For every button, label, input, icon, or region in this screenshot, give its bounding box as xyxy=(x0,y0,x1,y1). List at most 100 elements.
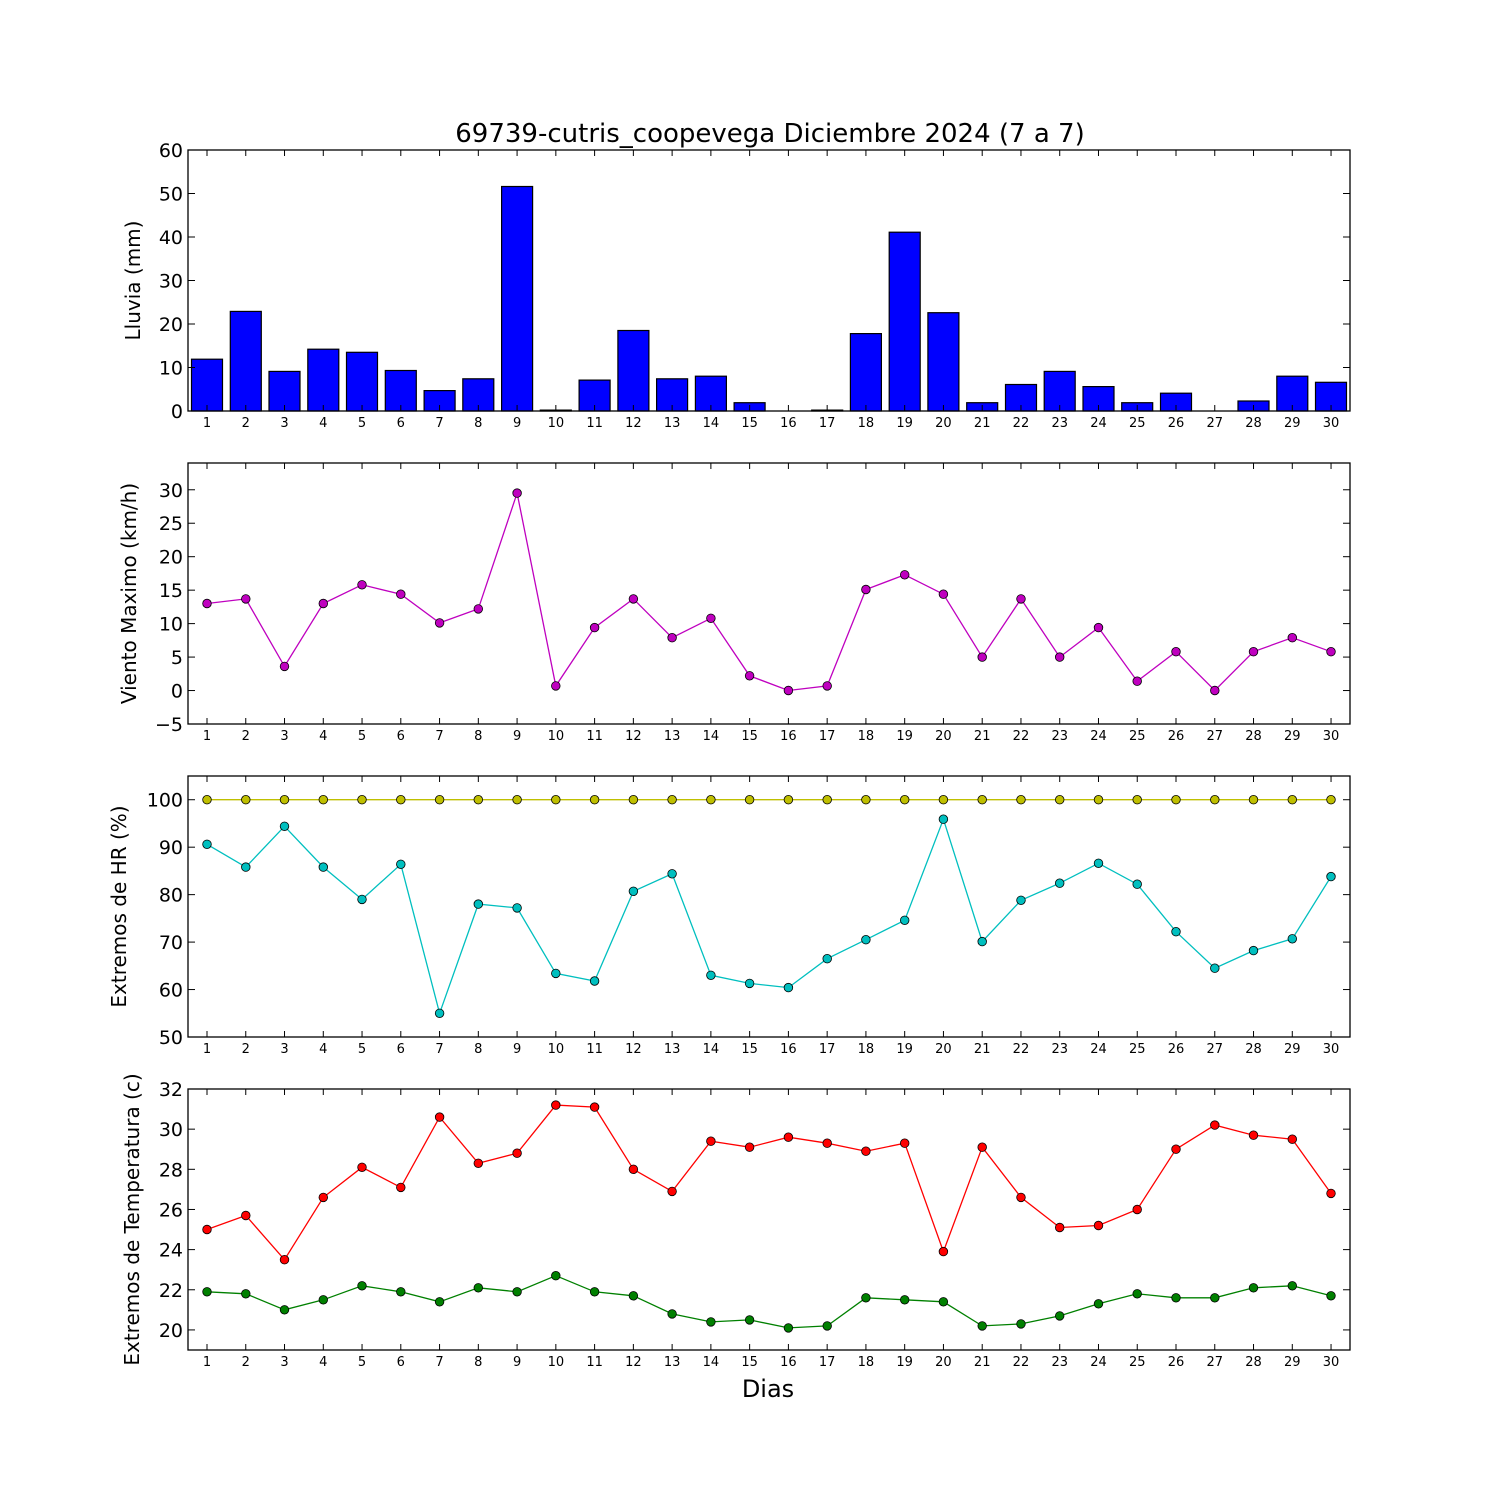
point-day-17 xyxy=(822,954,832,964)
x-tick-label: 19 xyxy=(896,1355,913,1370)
x-tick-label: 20 xyxy=(935,1042,952,1057)
x-tick-label: 25 xyxy=(1129,729,1146,744)
point-day-10 xyxy=(551,1270,561,1281)
point-day-1 xyxy=(202,795,212,805)
point-day-13 xyxy=(667,633,677,643)
x-tick-label: 21 xyxy=(974,416,991,431)
x-axis-label: Dias xyxy=(742,1375,794,1403)
point-day-23 xyxy=(1054,878,1065,888)
point-day-7 xyxy=(434,1112,445,1122)
x-tick-label: 1 xyxy=(203,1355,211,1370)
x-tick-label: 16 xyxy=(780,729,797,744)
x-tick-label: 18 xyxy=(858,416,875,431)
point-day-15 xyxy=(744,671,755,681)
x-tick-label: 19 xyxy=(896,1042,913,1057)
y-tick-label: 40 xyxy=(159,227,183,249)
point-day-27 xyxy=(1210,1120,1220,1130)
bar-day-19 xyxy=(888,231,921,412)
x-tick-label: 25 xyxy=(1129,1042,1146,1057)
point-day-5 xyxy=(357,1162,367,1173)
point-day-14 xyxy=(706,1136,716,1146)
point-day-3 xyxy=(279,1305,290,1315)
point-day-12 xyxy=(628,795,639,805)
point-day-18 xyxy=(861,795,871,805)
x-tick-label: 8 xyxy=(474,416,482,431)
x-tick-label: 13 xyxy=(664,1042,681,1057)
y-tick-label: 50 xyxy=(159,184,183,206)
point-day-23 xyxy=(1054,795,1065,805)
x-tick-label: 20 xyxy=(935,729,952,744)
point-day-20 xyxy=(938,795,949,805)
x-tick-label: 8 xyxy=(474,729,482,744)
y-tick-label: 15 xyxy=(159,580,183,602)
point-day-25 xyxy=(1132,879,1142,889)
point-day-18 xyxy=(861,584,871,595)
axes-frame xyxy=(187,775,1351,1038)
point-day-14 xyxy=(706,970,716,981)
point-day-9 xyxy=(512,1148,522,1158)
point-day-27 xyxy=(1210,795,1220,805)
point-day-2 xyxy=(241,1210,251,1221)
point-day-11 xyxy=(589,976,600,986)
x-tick-label: 17 xyxy=(819,416,836,431)
y-tick-label: 0 xyxy=(171,401,183,423)
series-line xyxy=(206,490,1332,692)
point-day-17 xyxy=(822,1321,832,1331)
point-day-26 xyxy=(1171,647,1181,657)
x-tick-label: 7 xyxy=(435,1042,443,1057)
x-tick-label: 6 xyxy=(397,729,405,744)
point-day-22 xyxy=(1016,895,1026,906)
point-day-12 xyxy=(628,1164,639,1175)
bar-day-6 xyxy=(384,369,417,412)
point-day-4 xyxy=(318,795,329,805)
point-day-10 xyxy=(551,681,561,691)
x-tick-label: 21 xyxy=(974,729,991,744)
y-tick-label: 20 xyxy=(159,547,183,569)
x-tick-label: 23 xyxy=(1051,1355,1068,1370)
point-day-26 xyxy=(1171,1293,1181,1303)
point-day-8 xyxy=(473,899,484,909)
x-tick-label: 9 xyxy=(513,1042,521,1057)
point-day-11 xyxy=(589,1102,600,1112)
point-day-23 xyxy=(1054,1222,1065,1233)
x-tick-label: 11 xyxy=(586,1355,603,1370)
bar-day-2 xyxy=(229,310,262,412)
series-1 xyxy=(202,488,1336,696)
series-1 xyxy=(190,185,1348,412)
x-tick-label: 27 xyxy=(1206,416,1223,431)
x-tick-label: 21 xyxy=(974,1355,991,1370)
x-tick-label: 18 xyxy=(858,729,875,744)
x-tick-label: 30 xyxy=(1323,1355,1340,1370)
y-tick-label: 10 xyxy=(159,614,183,636)
series-line xyxy=(206,1104,1332,1261)
y-tick-label: 20 xyxy=(159,314,183,336)
x-tick-label: 8 xyxy=(474,1355,482,1370)
point-day-17 xyxy=(822,795,832,805)
point-day-5 xyxy=(357,795,367,805)
point-day-5 xyxy=(357,580,367,590)
x-tick-label: 18 xyxy=(858,1355,875,1370)
x-tick-label: 3 xyxy=(280,416,288,431)
x-tick-label: 25 xyxy=(1129,416,1146,431)
x-tick-label: 23 xyxy=(1051,416,1068,431)
point-day-1 xyxy=(202,1287,212,1297)
x-tick-label: 9 xyxy=(513,1355,521,1370)
point-day-7 xyxy=(434,618,445,628)
point-day-19 xyxy=(900,1138,910,1148)
bar-day-23 xyxy=(1043,370,1076,412)
point-day-11 xyxy=(589,795,600,805)
x-tick-label: 28 xyxy=(1245,416,1262,431)
point-day-26 xyxy=(1171,1144,1181,1154)
bar-day-4 xyxy=(307,348,340,412)
x-tick-label: 17 xyxy=(819,1355,836,1370)
x-tick-label: 22 xyxy=(1013,416,1030,431)
point-day-13 xyxy=(667,869,677,879)
y-tick-label: −5 xyxy=(155,714,183,736)
point-day-25 xyxy=(1132,676,1142,686)
point-day-27 xyxy=(1210,685,1220,696)
point-day-29 xyxy=(1287,1281,1298,1291)
point-day-16 xyxy=(783,1132,794,1142)
